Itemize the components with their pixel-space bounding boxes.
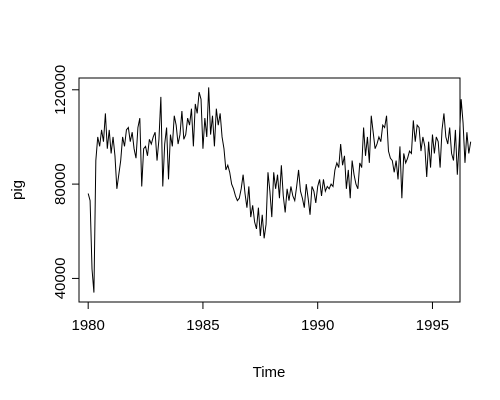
y-axis-title: pig bbox=[9, 180, 26, 200]
x-tick-label: 1995 bbox=[416, 317, 449, 334]
series-line bbox=[87, 87, 472, 293]
y-tick-label: 80000 bbox=[52, 163, 69, 205]
x-axis-title: Time bbox=[253, 364, 286, 381]
x-tick-label: 1985 bbox=[186, 317, 219, 334]
y-tick-label: 120000 bbox=[52, 65, 69, 115]
x-tick-label: 1990 bbox=[301, 317, 334, 334]
y-axis: 40000 80000 120000 bbox=[52, 65, 80, 300]
x-axis: 1980 1985 1990 1995 bbox=[71, 301, 449, 334]
y-tick-label: 40000 bbox=[52, 258, 69, 300]
x-tick-label: 1980 bbox=[71, 317, 104, 334]
